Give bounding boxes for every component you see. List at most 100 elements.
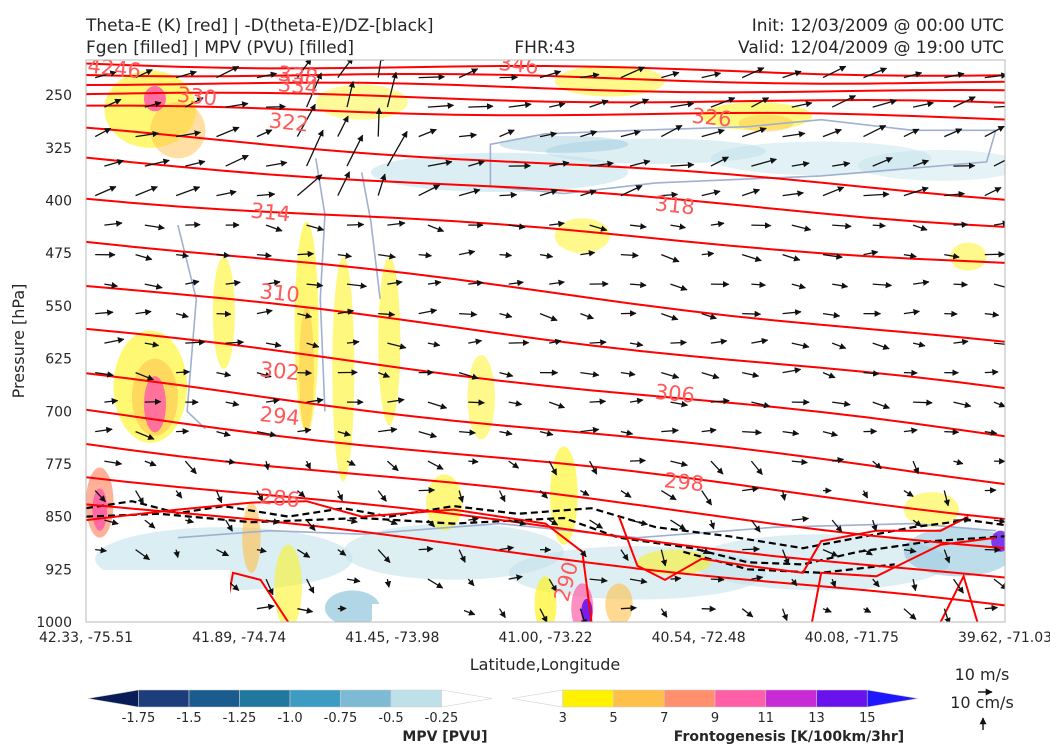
wind-vector	[548, 578, 558, 593]
y-tick-label: 850	[45, 510, 72, 526]
filled-contour-region	[274, 544, 302, 622]
wind-vector	[225, 339, 245, 346]
wind-vector	[751, 281, 766, 288]
wind-vector	[741, 188, 761, 197]
theta-e-contour-line	[86, 372, 1005, 486]
wind-vector	[670, 519, 687, 531]
wind-vector	[791, 515, 810, 523]
wind-vector	[993, 105, 1005, 108]
y-tick-label: 250	[45, 88, 72, 104]
wind-vector	[94, 127, 112, 138]
wind-vector	[953, 401, 972, 409]
x-tick-label: 42.33, -75.51	[39, 630, 133, 646]
colorbar-swatch	[562, 689, 614, 708]
wind-vector	[346, 517, 358, 525]
wind-vector	[742, 429, 762, 436]
wind-vector	[427, 578, 444, 589]
wind-vector	[427, 401, 448, 410]
wind-vector	[549, 220, 565, 228]
wind-vector	[993, 517, 1005, 525]
title-line-1: Theta-E (K) [red] | -D(theta-E)/DZ-[blac…	[85, 16, 434, 36]
wind-vector	[589, 398, 607, 405]
wind-vector	[782, 367, 802, 374]
wind-vector	[265, 279, 281, 286]
valid-time: Valid: 12/04/2009 @ 19:00 UTC	[738, 38, 1004, 58]
wind-vector	[468, 458, 479, 465]
wind-vector	[791, 458, 808, 466]
wind-vector	[831, 342, 847, 350]
wind-vector	[225, 279, 241, 287]
filled-contour-region	[315, 84, 408, 120]
wind-vector	[175, 130, 202, 138]
wind-vector	[701, 128, 725, 138]
vector-key-horizontal: 10 m/s	[955, 665, 1010, 684]
wind-vector	[386, 71, 398, 108]
wind-vector	[378, 311, 396, 318]
wind-vector	[387, 279, 403, 286]
wind-vector	[741, 608, 754, 618]
wind-vector	[822, 186, 845, 197]
wind-vector	[297, 607, 314, 614]
filled-contour-region	[299, 305, 314, 433]
wind-vector	[791, 283, 806, 290]
wind-vector	[589, 339, 607, 346]
wind-vector	[589, 99, 609, 108]
wind-vector	[589, 460, 598, 475]
wind-vector	[256, 308, 273, 315]
wind-vector	[256, 490, 264, 502]
wind-vector	[620, 252, 639, 259]
wind-vector	[741, 127, 767, 138]
wind-vector	[135, 371, 155, 381]
wind-vector	[548, 460, 558, 476]
wind-vector	[337, 60, 354, 78]
wind-vector	[104, 398, 119, 405]
wind-vector	[944, 252, 960, 260]
wind-vector	[953, 338, 969, 346]
wind-vector	[629, 223, 647, 230]
wind-vector	[256, 603, 275, 611]
x-tick-label: 40.54, -72.48	[652, 630, 746, 646]
mpv-contour-line	[177, 224, 207, 430]
wind-vector	[660, 124, 683, 138]
colorbar-tick-label: 3	[559, 711, 567, 726]
theta-e-contour-label: 338	[277, 61, 319, 89]
wind-vector	[539, 312, 558, 322]
wind-vector	[548, 519, 559, 526]
wind-vector	[863, 606, 872, 613]
wind-vector	[580, 312, 595, 320]
forecast-hour: FHR:43	[514, 38, 575, 58]
wind-vector	[175, 185, 201, 197]
wind-vector	[580, 72, 600, 79]
wind-vector	[620, 490, 632, 498]
wind-vector	[337, 252, 353, 259]
wind-vector	[467, 578, 475, 587]
wind-vector	[580, 130, 598, 138]
y-tick-label: 625	[45, 352, 72, 368]
wind-vector	[216, 189, 237, 197]
wind-vector	[265, 578, 274, 596]
wind-vector	[427, 519, 435, 528]
y-tick-label: 400	[45, 194, 72, 210]
wind-vector	[912, 159, 930, 167]
wind-vector	[832, 222, 852, 230]
fgen-colorbar-label: Frontogenesis [K/100km/3hr]	[674, 729, 904, 745]
wind-vector	[418, 184, 441, 197]
colorbar-tick-label: 11	[757, 711, 774, 726]
theta-e-contour-label: 298	[663, 468, 705, 496]
wind-vector	[175, 70, 197, 79]
wind-vector	[872, 460, 882, 470]
wind-vector	[185, 221, 201, 229]
wind-vector	[831, 95, 857, 108]
colorbar-swatch	[239, 689, 291, 708]
wind-vector	[265, 160, 288, 167]
wind-vector	[903, 252, 917, 259]
y-tick-label: 550	[45, 299, 72, 315]
wind-vector	[943, 608, 951, 622]
wind-vector	[135, 309, 152, 316]
wind-vector	[296, 174, 323, 197]
theta-e-contour-line	[86, 503, 1005, 607]
wind-vector	[661, 71, 680, 79]
wind-vector	[377, 490, 387, 502]
wind-vector	[871, 519, 878, 532]
